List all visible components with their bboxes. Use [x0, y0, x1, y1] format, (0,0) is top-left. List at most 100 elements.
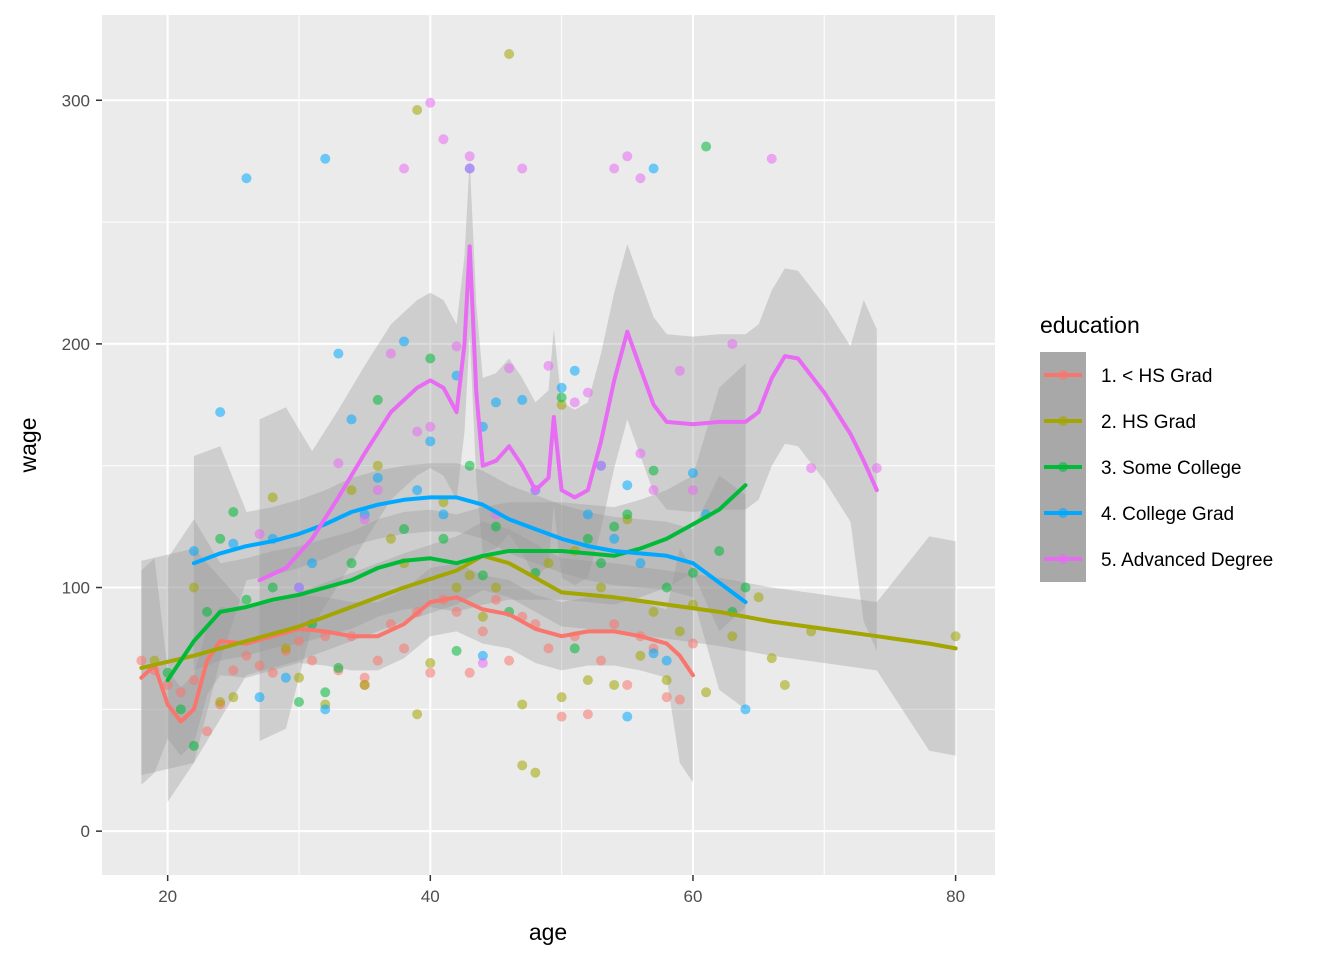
- x-tick-label: 60: [683, 887, 702, 906]
- data-point: [477, 658, 488, 669]
- data-point: [753, 592, 764, 603]
- data-point: [451, 606, 462, 617]
- data-point: [188, 740, 199, 751]
- confidence-band: [259, 158, 877, 741]
- data-point: [648, 465, 659, 476]
- data-point: [648, 485, 659, 496]
- data-point: [385, 619, 396, 630]
- data-point: [346, 558, 357, 569]
- data-point: [267, 667, 278, 678]
- data-point: [622, 679, 633, 690]
- data-point: [188, 582, 199, 593]
- data-point: [635, 448, 646, 459]
- data-point: [425, 658, 436, 669]
- data-point: [648, 163, 659, 174]
- data-point: [399, 336, 410, 347]
- data-point: [438, 497, 449, 508]
- data-point: [477, 650, 488, 661]
- data-point: [701, 141, 712, 152]
- data-point: [661, 655, 672, 666]
- data-point: [569, 397, 580, 408]
- data-point: [254, 660, 265, 671]
- data-point: [215, 407, 226, 418]
- data-point: [543, 643, 554, 654]
- data-point: [425, 421, 436, 432]
- data-point: [425, 436, 436, 447]
- data-point: [228, 692, 239, 703]
- data-point: [490, 582, 501, 593]
- data-point: [438, 134, 449, 145]
- data-point: [950, 631, 961, 642]
- data-point: [661, 675, 672, 686]
- data-point: [293, 672, 304, 683]
- data-point: [779, 679, 790, 690]
- data-point: [687, 638, 698, 649]
- data-point: [609, 163, 620, 174]
- data-point: [333, 458, 344, 469]
- data-point: [609, 619, 620, 630]
- data-point: [569, 365, 580, 376]
- x-axis-title: age: [529, 919, 567, 945]
- data-point: [333, 348, 344, 359]
- data-point: [464, 570, 475, 581]
- data-point: [556, 392, 567, 403]
- data-point: [490, 594, 501, 605]
- data-point: [346, 414, 357, 425]
- data-point: [582, 709, 593, 720]
- data-point: [609, 521, 620, 532]
- data-point: [635, 650, 646, 661]
- data-point: [438, 509, 449, 520]
- data-point: [425, 97, 436, 108]
- data-point: [727, 338, 738, 349]
- data-point: [530, 767, 541, 778]
- data-point: [359, 672, 370, 683]
- data-point: [175, 687, 186, 698]
- smooth-line: [191, 495, 748, 605]
- smooth-line: [257, 244, 879, 583]
- data-point: [687, 567, 698, 578]
- plot-panel: [102, 15, 995, 875]
- data-point: [425, 667, 436, 678]
- y-tick-label: 0: [81, 822, 90, 841]
- data-point: [490, 521, 501, 532]
- x-axis: 20 40 60 80: [158, 875, 965, 906]
- data-point: [451, 582, 462, 593]
- data-point: [202, 606, 213, 617]
- data-point: [556, 399, 567, 410]
- data-point: [661, 692, 672, 703]
- data-point: [280, 672, 291, 683]
- data-point: [871, 463, 882, 474]
- data-point: [727, 631, 738, 642]
- data-point: [162, 679, 173, 690]
- data-point: [372, 485, 383, 496]
- data-point: [477, 611, 488, 622]
- data-point: [399, 643, 410, 654]
- data-point: [622, 711, 633, 722]
- data-point: [399, 163, 410, 174]
- legend-key-point: [1058, 508, 1068, 518]
- data-point: [504, 655, 515, 666]
- data-point: [228, 506, 239, 517]
- major-gridlines: [102, 15, 995, 875]
- data-point: [596, 655, 607, 666]
- data-point: [175, 704, 186, 715]
- data-point: [241, 650, 252, 661]
- data-point: [438, 533, 449, 544]
- data-point: [451, 645, 462, 656]
- data-point: [293, 582, 304, 593]
- data-point: [412, 426, 423, 437]
- data-point: [346, 485, 357, 496]
- data-point: [267, 492, 278, 503]
- data-point: [582, 387, 593, 398]
- data-point: [188, 675, 199, 686]
- data-point: [333, 662, 344, 673]
- x-tick-label: 80: [946, 887, 965, 906]
- data-point: [504, 363, 515, 374]
- data-point: [596, 460, 607, 471]
- data-point: [687, 468, 698, 479]
- data-point: [425, 353, 436, 364]
- data-point: [556, 711, 567, 722]
- smooth-line: [165, 483, 748, 683]
- data-point: [320, 687, 331, 698]
- data-point: [307, 558, 318, 569]
